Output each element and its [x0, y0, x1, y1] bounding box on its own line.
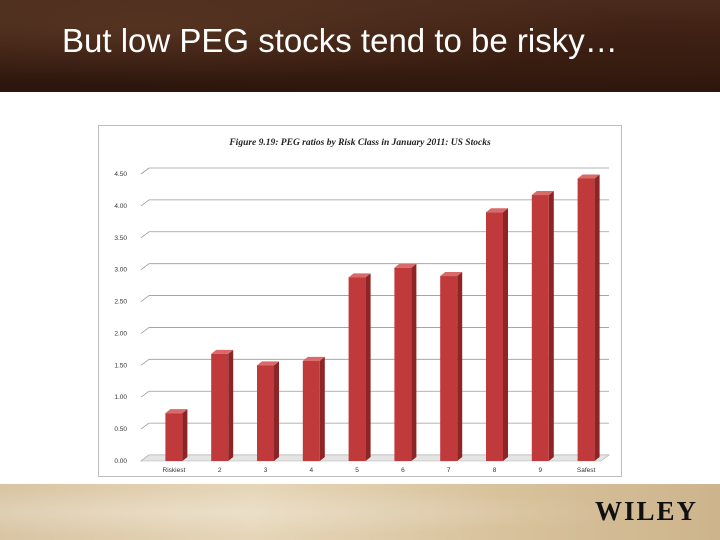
bar	[486, 212, 503, 461]
gridline-depth	[140, 199, 150, 207]
bar	[348, 277, 366, 461]
y-tick-label: 1.00	[114, 394, 127, 401]
gridline-depth	[140, 359, 150, 366]
bar-side	[594, 174, 600, 461]
x-tick-label: Riskiest	[163, 467, 186, 474]
bar-top	[394, 263, 417, 268]
x-tick-label: 4	[309, 467, 313, 474]
bar-side	[274, 361, 279, 461]
slide-header: But low PEG stocks tend to be risky…	[0, 0, 720, 92]
chart-title: Figure 9.19: PEG ratios by Risk Class in…	[228, 138, 491, 148]
bar-top	[348, 273, 371, 278]
bar-top	[165, 409, 188, 414]
y-tick-label: 0.50	[114, 426, 127, 433]
y-tick-label: 1.50	[114, 362, 127, 369]
bar-top	[257, 361, 279, 366]
bar-top	[211, 349, 234, 354]
y-tick-label: 3.50	[114, 235, 127, 242]
bar	[211, 353, 229, 461]
slide-footer: WILEY	[0, 484, 720, 540]
x-tick-label: Safest	[577, 467, 596, 474]
y-tick-label: 4.50	[114, 171, 127, 178]
gridline-depth	[140, 327, 150, 334]
bar-chart: Figure 9.19: PEG ratios by Risk Class in…	[114, 138, 610, 474]
gridline-depth	[140, 167, 150, 175]
bar-side	[503, 208, 508, 461]
x-tick-label: 9	[538, 467, 542, 474]
y-tick-label: 4.00	[114, 203, 127, 210]
bar	[577, 178, 595, 461]
bar-top	[531, 191, 554, 196]
chart-container: Figure 9.19: PEG ratios by Risk Class in…	[98, 125, 622, 477]
y-tick-label: 2.50	[114, 299, 127, 306]
gridline-depth	[140, 231, 150, 239]
bar-side	[319, 356, 325, 461]
bar	[165, 413, 183, 461]
bar	[440, 276, 458, 461]
y-tick-label: 3.00	[114, 267, 127, 274]
x-tick-label: 7	[447, 467, 451, 474]
bar-top	[302, 356, 325, 361]
bar-side	[457, 272, 463, 461]
bar-side	[548, 191, 554, 461]
bar-side	[182, 409, 188, 461]
bar	[394, 267, 412, 461]
bar	[257, 365, 274, 461]
bar-top	[440, 272, 463, 277]
x-tick-label: 2	[218, 467, 222, 474]
gridline-depth	[140, 422, 150, 430]
bar-top	[577, 174, 600, 179]
slide-title: But low PEG stocks tend to be risky…	[62, 22, 618, 59]
bar-top	[486, 208, 508, 213]
gridline-depth	[140, 263, 150, 270]
x-tick-label: 3	[264, 467, 268, 474]
x-tick-label: 8	[493, 467, 497, 474]
bar-side	[411, 263, 417, 461]
bar-side	[365, 273, 371, 461]
bar	[531, 195, 549, 461]
y-tick-label: 0.00	[114, 458, 127, 465]
gridline-depth	[140, 295, 150, 302]
x-tick-label: 5	[355, 467, 359, 474]
wiley-logo: WILEY	[594, 496, 698, 526]
bar-side	[228, 349, 234, 461]
y-tick-label: 2.00	[114, 330, 127, 337]
gridline-depth	[140, 390, 150, 398]
x-tick-label: 6	[401, 467, 405, 474]
bar	[302, 360, 320, 461]
